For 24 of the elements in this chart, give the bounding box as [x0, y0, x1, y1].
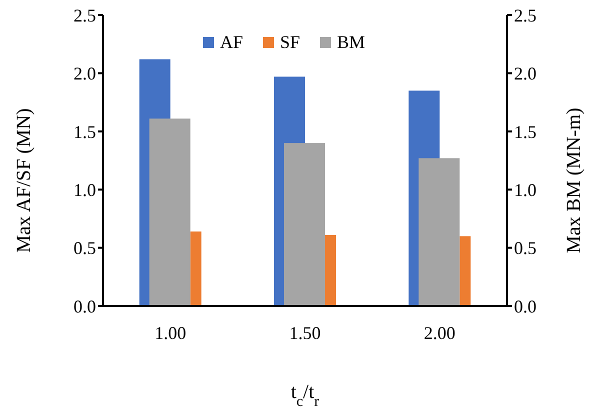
bar — [190, 232, 202, 306]
bar — [460, 236, 471, 306]
bar — [325, 234, 336, 306]
y-axis-title: Max AF/SF (MN) — [13, 108, 35, 253]
legend-label: SF — [280, 32, 300, 53]
y-tick-label: 2.0 — [74, 64, 96, 84]
legend-label: AF — [220, 32, 244, 53]
y2-tick-label: 1.0 — [514, 180, 536, 200]
y-tick-label: 1.0 — [74, 180, 96, 200]
y-tick-label: 1.5 — [74, 122, 96, 142]
y2-tick-label: 2.5 — [514, 5, 536, 26]
y2-tick-label: 0.5 — [514, 238, 536, 258]
y-tick-label: 2.5 — [74, 5, 96, 26]
x-tick-label: 1.50 — [289, 322, 321, 343]
y2-axis-title: Max BM (MN-m) — [563, 108, 585, 254]
y-tick-label: 0.5 — [74, 238, 96, 258]
x-tick-label: 2.00 — [424, 322, 456, 343]
y2-tick-label: 1.5 — [514, 122, 536, 142]
legend-label: BM — [337, 32, 366, 53]
x-axis-title: t$_{c}$/t$_{r}$ — [290, 381, 320, 410]
y2-tick-label: 0.0 — [514, 296, 536, 316]
y2-tick-label: 2.0 — [514, 64, 536, 84]
x-tick-label: 1.00 — [154, 322, 186, 343]
y-tick-label: 0.0 — [74, 296, 96, 316]
